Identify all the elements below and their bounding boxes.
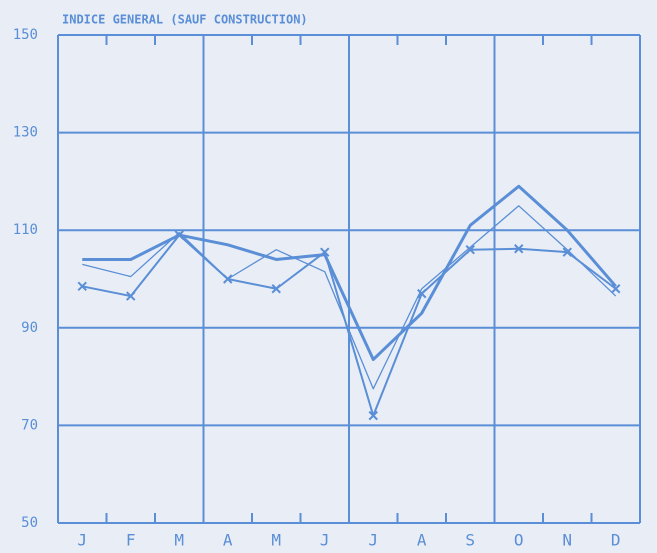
x-tick-label: A [417,531,427,550]
y-tick-label: 150 [13,27,38,43]
x-tick-label: M [271,531,281,550]
y-tick-label: 50 [21,515,38,531]
marker [562,247,572,257]
series-line [82,234,617,417]
x-tick-label: F [126,531,136,550]
y-tick-label: 70 [21,417,38,433]
marker [126,291,136,301]
x-tick-label: N [562,531,572,550]
x-tick-label: J [320,531,330,550]
marker [417,288,427,299]
marker [514,244,524,254]
chart-title: INDICE GENERAL (SAUF CONSTRUCTION) [62,13,308,27]
x-tick-label: J [368,531,378,550]
x-tick-label: J [77,531,87,550]
x-tick-label: S [465,531,475,550]
marker [368,410,378,421]
series-line [82,205,617,390]
y-tick-label: 90 [21,320,38,336]
marker [271,284,281,294]
x-tick-label: A [223,531,233,550]
x-tick-label: O [514,531,524,550]
x-tick-label: D [611,531,621,550]
marker [611,284,621,294]
marker [465,245,475,255]
y-tick-label: 130 [13,125,38,141]
x-tick-label: M [174,531,184,550]
y-tick-label: 110 [13,222,38,238]
marker [77,281,87,292]
